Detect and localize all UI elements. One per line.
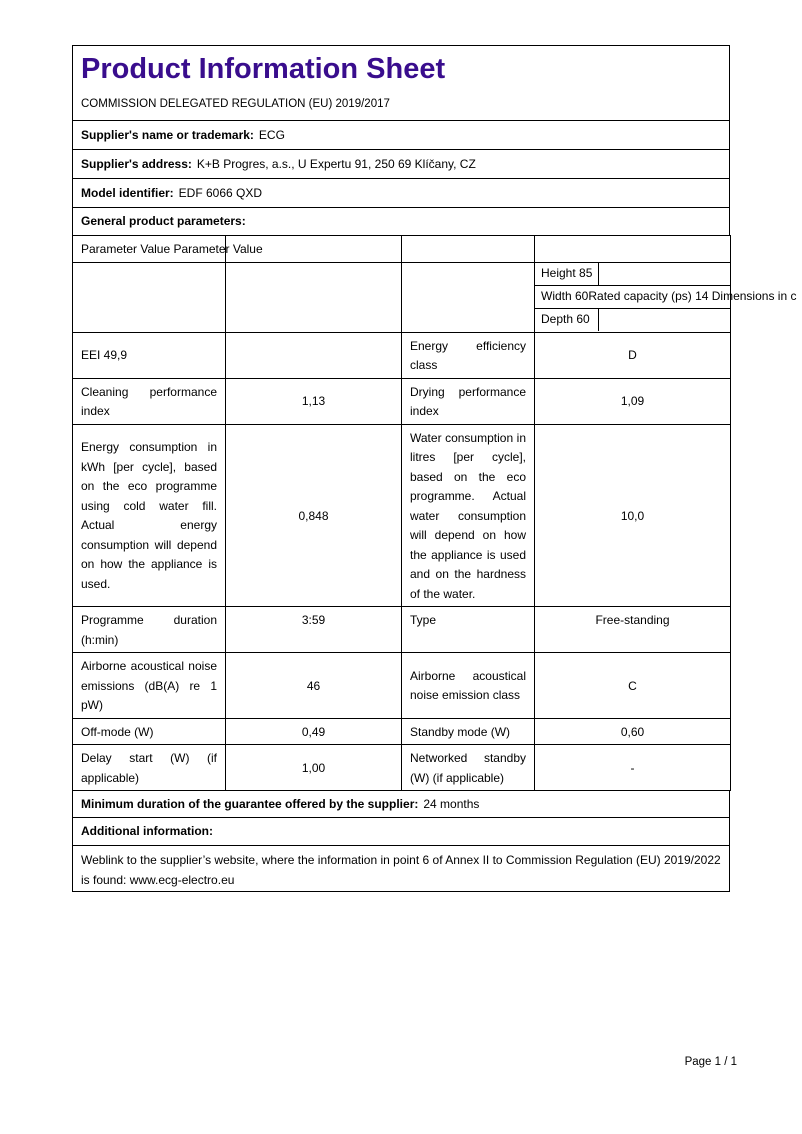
delay-start-value: 1,00 — [225, 744, 402, 791]
supplier-address-value: K+B Progres, a.s., U Expertu 91, 250 69 … — [196, 156, 476, 171]
page-title: Product Information Sheet — [81, 53, 446, 85]
dimension-depth-row: Depth 60 — [535, 308, 730, 331]
empty-cell — [72, 261, 226, 333]
type-label: Type — [401, 606, 535, 653]
type-value: Free-standing — [534, 606, 731, 653]
noise-class-label: Airborne acoustical noise emission class — [401, 652, 535, 719]
regulation-subtitle: COMMISSION DELEGATED REGULATION (EU) 201… — [81, 98, 390, 110]
water-consumption-value: 10,0 — [534, 423, 731, 607]
standby-mode-label: Standby mode (W) — [401, 717, 535, 745]
empty-cell — [401, 261, 535, 333]
additional-information-heading: Additional information: — [81, 824, 213, 838]
model-identifier-value: EDF 6066 QXD — [178, 185, 263, 200]
parameters-table: Parameter Value Parameter Value Height 8… — [72, 235, 796, 791]
table-row-performance: Cleaning performance index 1,13 Drying p… — [72, 377, 731, 425]
guarantee-label: Minimum duration of the guarantee offere… — [81, 796, 419, 811]
model-identifier-label: Model identifier: — [81, 185, 174, 200]
general-parameters-heading: General product parameters: — [81, 214, 246, 228]
table-row-programme: Programme duration (h:min) 3:59 Type Fre… — [72, 606, 731, 653]
title-block: Product Information Sheet COMMISSION DEL… — [72, 45, 730, 121]
supplier-name-label: Supplier's name or trademark: — [81, 127, 254, 142]
page-number: Page 1 / 1 — [684, 1056, 737, 1068]
eei-cell: EEI 49,9 — [72, 331, 226, 379]
guarantee-value: 24 months — [423, 796, 480, 811]
dimension-width-row: Width 60Rated capacity (ps) 14 Dimension… — [535, 286, 796, 309]
delay-start-label: Delay start (W) (if applicable) — [72, 744, 226, 791]
additional-information-row: Additional information: — [72, 817, 730, 846]
networked-standby-value: - — [534, 744, 731, 791]
energy-consumption-label: Energy consumption in kWh [per cycle], b… — [72, 423, 226, 607]
cleaning-index-label: Cleaning performance index — [72, 377, 226, 425]
table-row-noise: Airborne acoustical noise emissions (dB(… — [72, 652, 731, 719]
dimension-depth: Depth 60 — [535, 308, 599, 331]
supplier-name-row: Supplier's name or trademark: ECG — [72, 120, 730, 150]
noise-emission-label: Airborne acoustical noise emissions (dB(… — [72, 652, 226, 719]
cleaning-index-value: 1,13 — [225, 377, 402, 425]
networked-standby-label: Networked standby (W) (if applicable) — [401, 744, 535, 791]
drying-index-value: 1,09 — [534, 377, 731, 425]
table-row-delay-start: Delay start (W) (if applicable) 1,00 Net… — [72, 744, 731, 791]
product-information-sheet: Product Information Sheet COMMISSION DEL… — [72, 45, 796, 892]
param-header-text: Parameter Value Parameter Value — [81, 242, 263, 256]
dimensions-cell: Height 85 Width 60Rated capacity (ps) 14… — [534, 261, 796, 333]
programme-duration-value: 3:59 — [225, 606, 402, 653]
energy-consumption-value: 0,848 — [225, 423, 402, 607]
model-identifier-row: Model identifier: EDF 6066 QXD — [72, 178, 730, 208]
off-mode-value: 0,49 — [225, 717, 402, 745]
supplier-address-label: Supplier's address: — [81, 156, 192, 171]
dimension-width-overflow-text: Width 60Rated capacity (ps) 14 Dimension… — [541, 288, 797, 303]
guarantee-row: Minimum duration of the guarantee offere… — [72, 790, 730, 818]
water-consumption-label: Water consumption in litres [per cycle],… — [401, 423, 535, 607]
table-row-header: Parameter Value Parameter Value — [72, 235, 731, 263]
energy-class-value: D — [534, 331, 731, 379]
dimension-height: Height 85 — [535, 262, 599, 285]
supplier-address-row: Supplier's address: K+B Progres, a.s., U… — [72, 149, 730, 179]
weblink-text: Weblink to the supplier’s website, where… — [81, 853, 721, 887]
empty-cell — [401, 235, 535, 263]
empty-cell — [225, 261, 402, 333]
programme-duration-label: Programme duration (h:min) — [72, 606, 226, 653]
dimension-height-row: Height 85 — [535, 262, 730, 286]
empty-cell — [534, 235, 731, 263]
drying-index-label: Drying performance index — [401, 377, 535, 425]
empty-cell — [225, 331, 402, 379]
table-row-offmode: Off-mode (W) 0,49 Standby mode (W) 0,60 — [72, 717, 731, 745]
table-row-dimensions: Height 85 Width 60Rated capacity (ps) 14… — [72, 261, 796, 333]
standby-mode-value: 0,60 — [534, 717, 731, 745]
noise-class-value: C — [534, 652, 731, 719]
off-mode-label: Off-mode (W) — [72, 717, 226, 745]
energy-class-label: Energy efficiency class — [401, 331, 535, 379]
noise-emission-value: 46 — [225, 652, 402, 719]
supplier-name-value: ECG — [258, 127, 285, 142]
weblink-row: Weblink to the supplier’s website, where… — [72, 845, 730, 892]
table-row-consumption: Energy consumption in kWh [per cycle], b… — [72, 423, 731, 607]
general-parameters-heading-row: General product parameters: — [72, 207, 730, 236]
table-row-eei: EEI 49,9 Energy efficiency class D — [72, 331, 731, 379]
param-header-cell: Parameter Value Parameter Value — [72, 235, 263, 263]
